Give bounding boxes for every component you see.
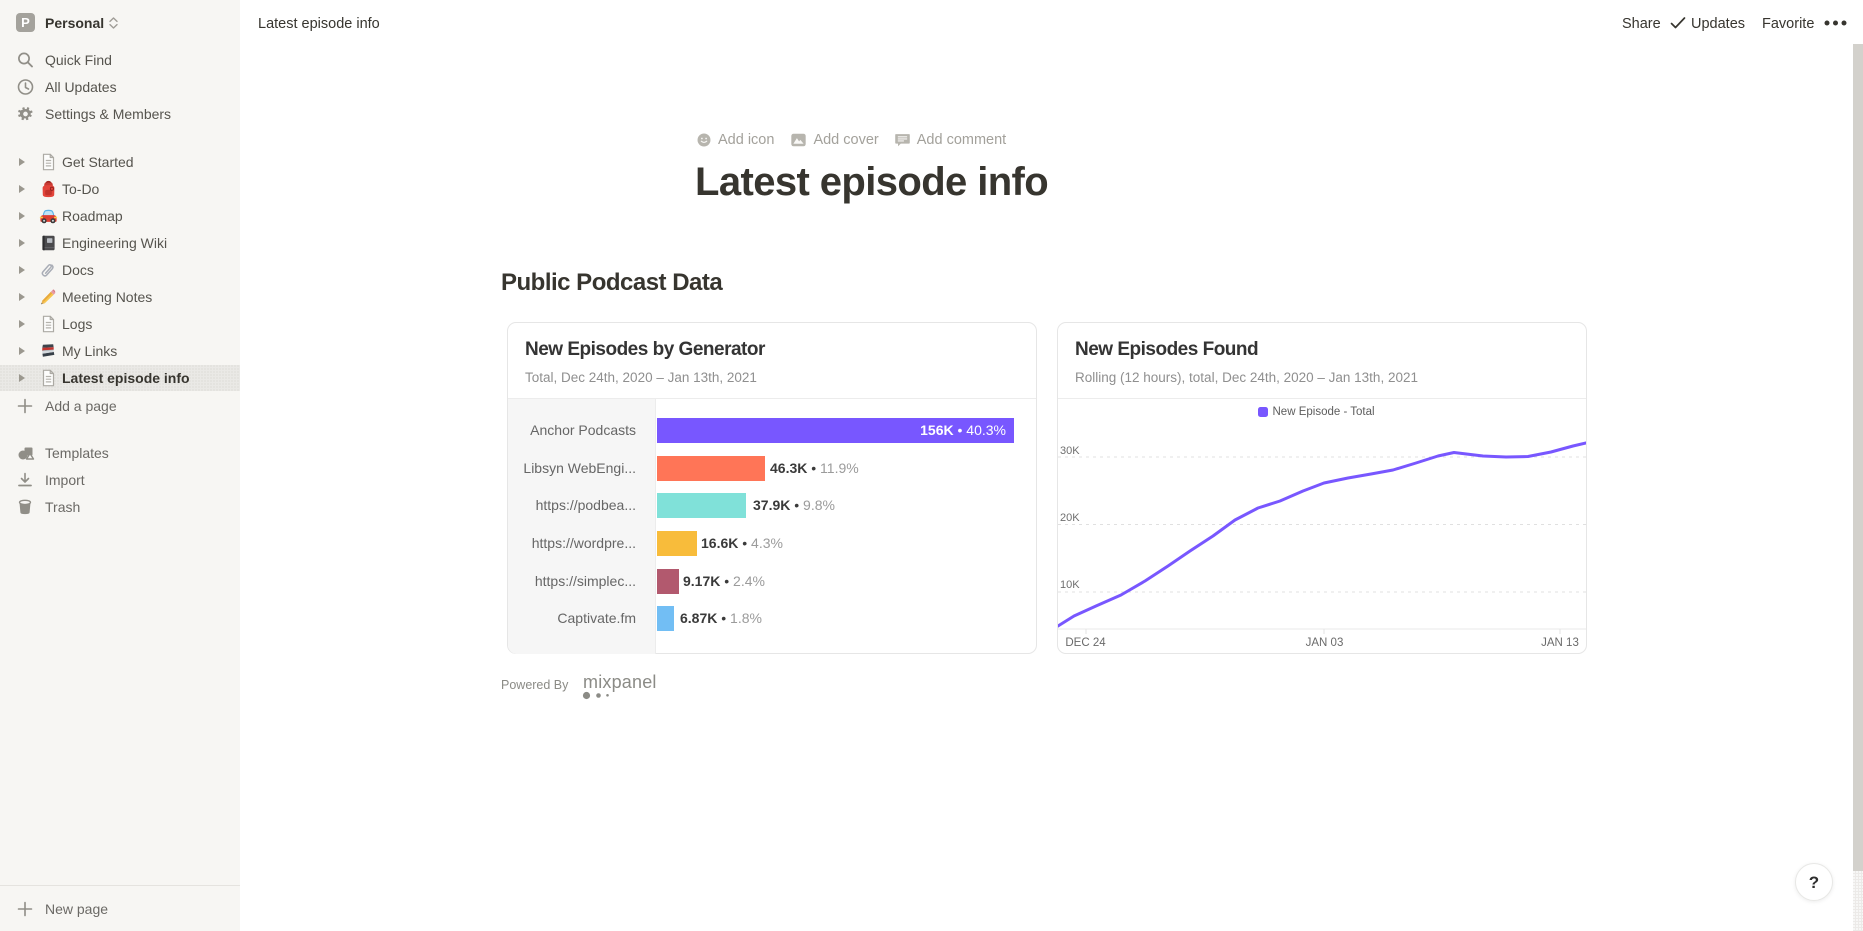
svg-text:JAN 03: JAN 03 xyxy=(1306,637,1344,649)
svg-text:JAN 13: JAN 13 xyxy=(1541,637,1579,649)
svg-text:20K: 20K xyxy=(1060,512,1080,524)
svg-text:DEC 24: DEC 24 xyxy=(1065,637,1106,649)
svg-text:30K: 30K xyxy=(1060,445,1080,457)
svg-text:10K: 10K xyxy=(1060,579,1080,591)
